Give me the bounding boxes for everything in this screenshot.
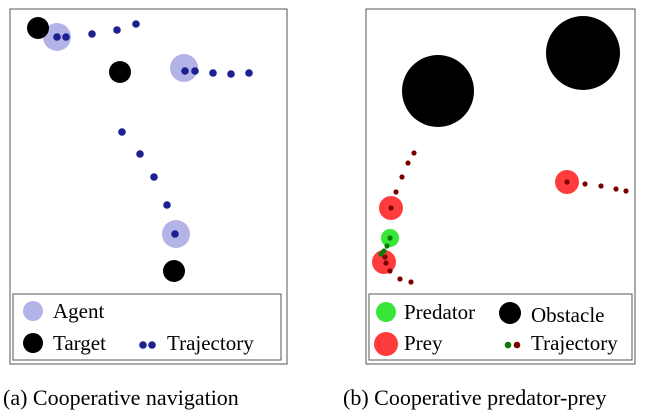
obstacle-2 [546,16,620,90]
panel-b: Predator Obstacle Prey Trajectory (b) Co… [343,8,636,410]
trajectory-dot [191,67,199,75]
trajectory-b-dots [382,150,629,285]
trajectory-dot [598,183,604,189]
legend-trajectory-swatch [148,341,156,349]
legend-trajectory-swatch [139,341,147,349]
trajectory-dot [408,279,414,285]
trajectory-dot [227,70,235,78]
trajectory-dot [181,67,189,75]
legend-agent-swatch [23,301,43,321]
trajectory-dot [399,174,405,180]
legend-a: Agent Target Trajectory [12,293,282,361]
legend-trajectory-green-swatch [504,341,512,349]
legend-agent-label: Agent [53,299,104,323]
trajectory-dot [171,230,179,238]
legend-trajectory-red-swatch [513,341,521,349]
trajectory-dot [113,26,121,34]
trajectory-dot [53,33,61,41]
trajectory-dot [118,128,126,136]
trajectory-dot [88,30,96,38]
panel-a: Agent Target Trajectory (a) Cooperative … [3,8,288,410]
trajectory-dot [564,179,570,185]
trajectory-dot [387,268,393,274]
trajectory-dot [383,260,389,266]
target-3 [163,260,185,282]
legend-predator-label: Predator [404,300,475,324]
obstacle-1 [402,55,474,127]
trajectory-dot [163,201,171,209]
legend-prey-label: Prey [404,331,443,355]
legend-obstacle-swatch [499,302,521,324]
trajectory-dot [378,251,384,257]
legend-predator-swatch [376,302,396,322]
legend-target-label: Target [53,331,106,355]
legend-b-box [368,293,633,361]
legend-obstacle-label: Obstacle [531,303,604,327]
trajectory-dot [388,205,394,211]
trajectory-dot [62,33,70,41]
caption-a: (a) Cooperative navigation [3,385,239,410]
trajectory-dot [582,181,588,187]
panel-b-frame [365,8,636,365]
target-2 [109,61,131,83]
legend-b: Predator Obstacle Prey Trajectory [368,293,633,361]
trajectory-dot [132,20,140,28]
legend-trajectory-label-b: Trajectory [531,331,618,355]
trajectory-dot [136,150,144,158]
legend-trajectory-label: Trajectory [167,331,254,355]
trajectory-dot [150,173,158,181]
trajectory-dot [209,69,217,77]
trajectory-dot [245,69,253,77]
trajectory-dot [393,189,399,195]
legend-a-box [12,293,282,361]
trajectory-dot [613,186,619,192]
caption-b: (b) Cooperative predator-prey [343,385,606,410]
panel-a-frame [9,8,288,365]
trajectory-dot [623,188,629,194]
trajectory-dot [382,254,388,260]
trajectory-dot [397,276,403,282]
target-1 [27,17,49,39]
trajectory-dot [387,235,393,241]
legend-target-swatch [23,333,43,353]
legend-prey-swatch [374,332,398,356]
trajectory-dot [411,150,417,156]
trajectory-a-dots [53,20,253,238]
trajectory-dot [405,160,411,166]
trajectory-b-green-dots [378,235,393,257]
trajectory-dot [384,243,390,249]
